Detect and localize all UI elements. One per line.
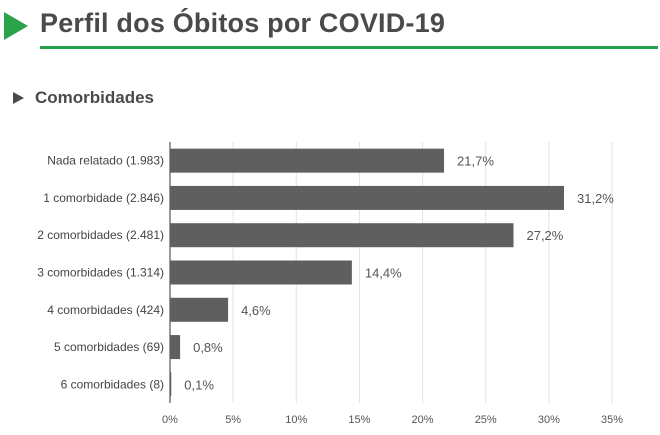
title-underline: [40, 46, 658, 49]
bar: [170, 335, 181, 360]
category-label: 4 comorbidades (424): [47, 303, 164, 317]
data-label: 14,4%: [365, 266, 402, 281]
x-tick-label: 20%: [412, 414, 434, 426]
data-label: 0,8%: [193, 340, 223, 355]
section-marker-icon: [13, 92, 24, 104]
bar: [170, 185, 565, 210]
category-label: 5 comorbidades (69): [54, 340, 164, 354]
bar: [170, 223, 514, 248]
data-label: 27,2%: [526, 228, 563, 243]
data-label: 0,1%: [184, 377, 214, 392]
category-label: Nada relatado (1.983): [47, 154, 164, 168]
data-label: 21,7%: [457, 154, 494, 169]
x-tick-label: 10%: [285, 414, 307, 426]
category-label: 6 comorbidades (8): [61, 377, 164, 391]
x-tick-label: 0%: [162, 414, 178, 426]
x-tick-label: 5%: [225, 414, 241, 426]
page-title: Perfil dos Óbitos por COVID-19: [40, 8, 446, 38]
x-tick-label: 30%: [538, 414, 560, 426]
bar: [170, 372, 172, 397]
x-tick-label: 25%: [475, 414, 497, 426]
bar: [170, 260, 352, 285]
section-title: Comorbidades: [35, 88, 155, 107]
category-label: 2 comorbidades (2.481): [37, 228, 164, 242]
header-arrow-icon: [4, 12, 28, 40]
category-label: 3 comorbidades (1.314): [37, 266, 164, 280]
data-label: 31,2%: [577, 191, 614, 206]
x-tick-label: 35%: [601, 414, 623, 426]
category-label: 1 comorbidade (2.846): [43, 191, 164, 205]
data-label: 4,6%: [241, 303, 271, 318]
x-tick-label: 15%: [348, 414, 370, 426]
bar: [170, 148, 445, 173]
bar: [170, 297, 229, 322]
